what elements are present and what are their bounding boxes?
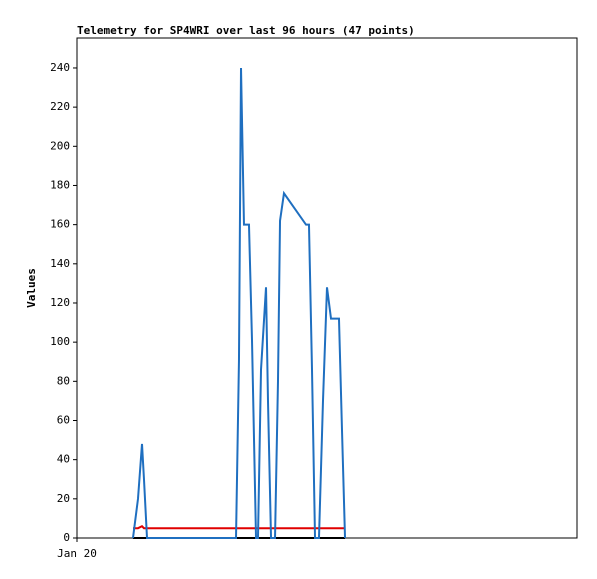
y-tick-label: 220 bbox=[50, 100, 70, 113]
x-tick-label: Jan 20 bbox=[57, 547, 97, 560]
y-tick-label: 100 bbox=[50, 335, 70, 348]
y-tick-label: 80 bbox=[57, 374, 70, 387]
y-tick-label: 40 bbox=[57, 453, 70, 466]
y-tick-label: 160 bbox=[50, 218, 70, 231]
y-tick-label: 60 bbox=[57, 413, 70, 426]
y-tick-label: 240 bbox=[50, 61, 70, 74]
series-line bbox=[131, 67, 347, 539]
y-tick-label: 20 bbox=[57, 492, 70, 505]
y-tick-label: 140 bbox=[50, 257, 70, 270]
y-tick-label: 0 bbox=[63, 531, 70, 544]
y-tick-label: 200 bbox=[50, 139, 70, 152]
y-tick-label: 120 bbox=[50, 296, 70, 309]
y-axis-label: Values bbox=[25, 268, 38, 308]
y-tick-label: 180 bbox=[50, 178, 70, 191]
chart-title: Telemetry for SP4WRI over last 96 hours … bbox=[77, 24, 415, 37]
